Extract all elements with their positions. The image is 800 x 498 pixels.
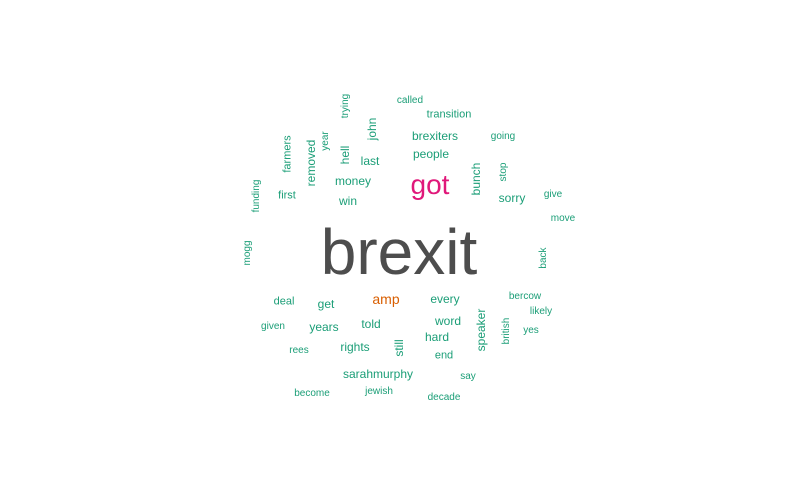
word-get: get: [317, 297, 335, 311]
word-say: say: [460, 371, 476, 382]
word-rights: rights: [340, 340, 370, 354]
word-sarahmurphy: sarahmurphy: [342, 367, 414, 381]
word-speaker: speaker: [474, 308, 488, 352]
word-removed: removed: [304, 139, 318, 187]
word-year: year: [320, 131, 331, 151]
word-become: become: [294, 388, 330, 399]
word-mogg: mogg: [242, 240, 253, 266]
word-bercow: bercow: [508, 291, 542, 302]
word-word: word: [434, 314, 462, 328]
word-hard: hard: [424, 330, 450, 344]
word-funding: funding: [251, 179, 262, 213]
word-brexiters: brexiters: [411, 129, 459, 143]
word-still: still: [392, 339, 406, 357]
word-back: back: [538, 247, 549, 269]
word-move: move: [550, 213, 576, 224]
word-last: last: [360, 154, 380, 168]
word-rees: rees: [289, 345, 309, 356]
word-going: going: [490, 131, 516, 142]
word-end: end: [434, 349, 454, 362]
word-called: called: [396, 95, 424, 106]
word-trying: trying: [340, 93, 351, 119]
word-people: people: [412, 147, 450, 161]
word-likely: likely: [529, 306, 553, 317]
word-every: every: [430, 292, 460, 306]
word-given: given: [261, 321, 285, 332]
word-win: win: [338, 194, 358, 208]
word-stop: stop: [498, 162, 509, 182]
word-first: first: [278, 189, 296, 202]
word-told: told: [361, 317, 381, 331]
word-give: give: [543, 189, 563, 200]
word-money: money: [334, 174, 372, 188]
word-john: john: [365, 117, 379, 141]
word-farmers: farmers: [281, 135, 294, 173]
word-years: years: [309, 320, 339, 334]
word-brexit: brexit: [320, 216, 478, 288]
word-got: got: [410, 169, 450, 200]
word-transition: transition: [426, 108, 472, 121]
word-amp: amp: [372, 291, 400, 307]
word-sorry: sorry: [498, 191, 526, 205]
word-decade: decade: [427, 392, 461, 403]
word-deal: deal: [273, 295, 295, 308]
word-jewish: jewish: [365, 386, 393, 397]
word-british: british: [501, 317, 512, 345]
word-yes: yes: [523, 325, 539, 336]
word-hell: hell: [338, 145, 352, 165]
word-bunch: bunch: [469, 162, 483, 196]
